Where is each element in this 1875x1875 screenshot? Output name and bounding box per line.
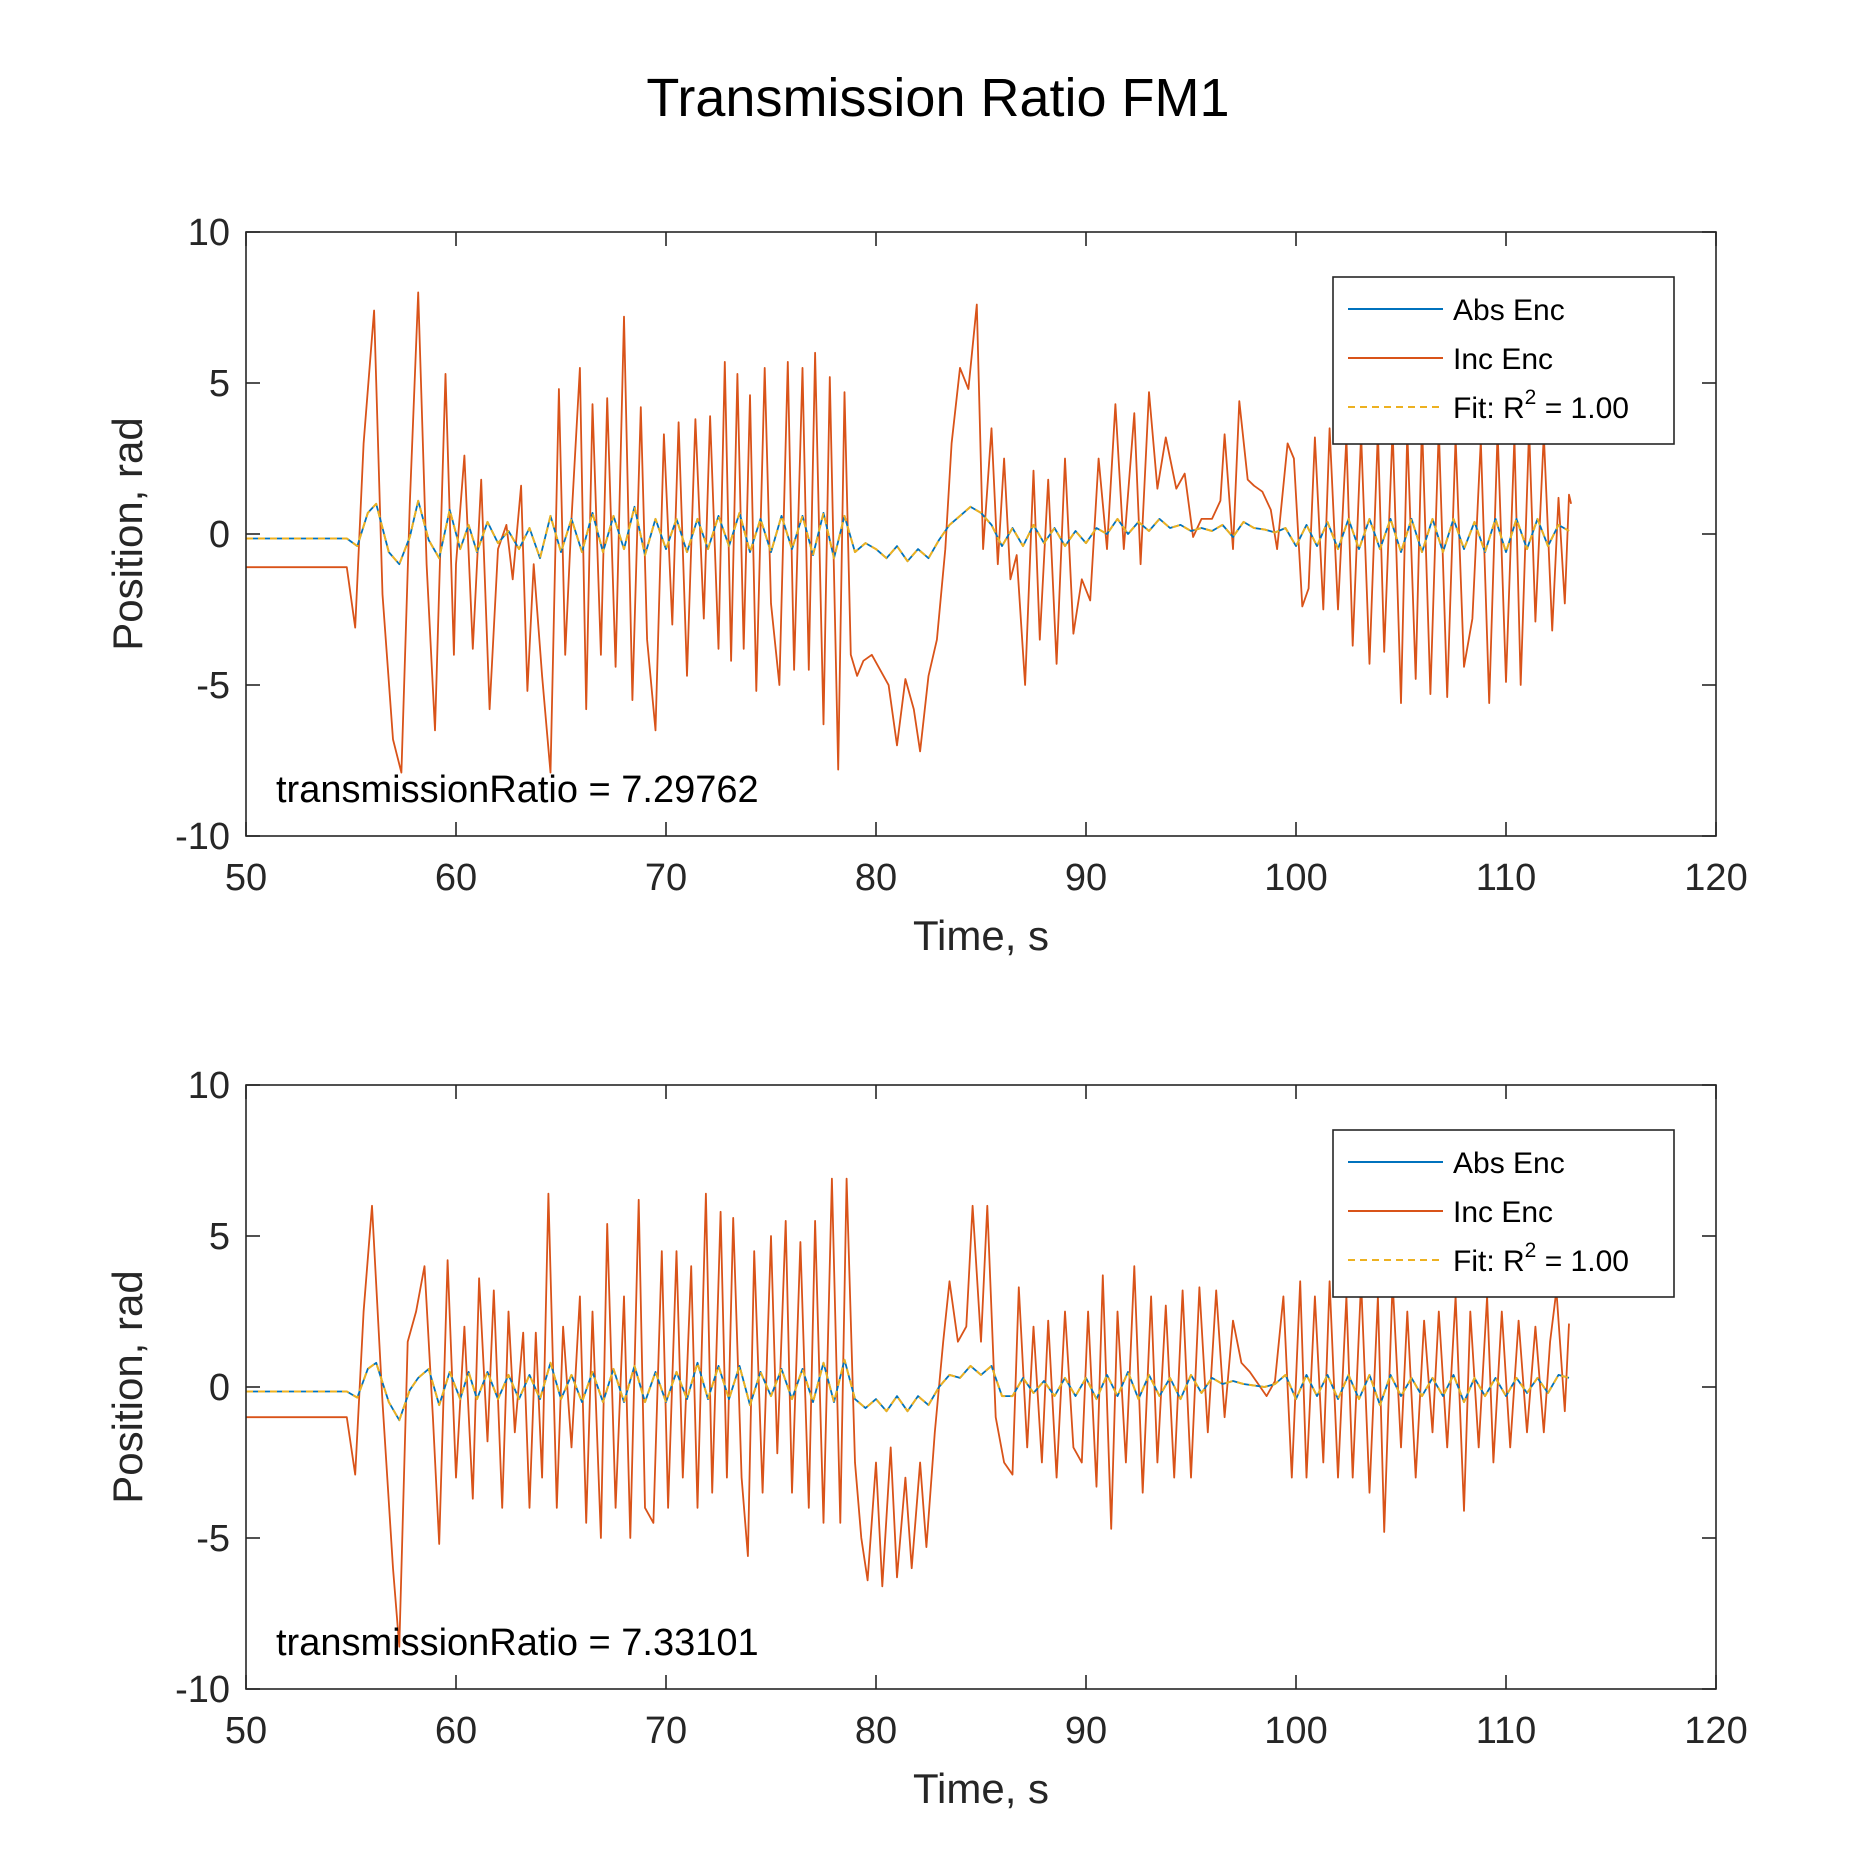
series-fit-line	[246, 1358, 1570, 1422]
x-tick-label: 100	[1264, 1710, 1327, 1752]
legend-entry: Inc Enc	[1453, 343, 1553, 376]
subplot-top: 50 60 70 80 90 100 110 120 -10 -5 0 5 10 Time, s Posit…	[104, 212, 1748, 959]
y-tick-label: 10	[188, 212, 230, 254]
x-tick-label: 120	[1684, 1710, 1747, 1752]
y-tick-label: -5	[196, 665, 230, 707]
y-tick-label: 10	[188, 1065, 230, 1107]
legend-entry: Fit: R2 = 1.00	[1453, 1239, 1629, 1278]
x-tick-label: 100	[1264, 857, 1327, 899]
series-inc-enc-line	[246, 291, 1572, 774]
transmission-ratio-annotation: transmissionRatio = 7.29762	[276, 769, 759, 811]
x-axis-label: Time, s	[913, 912, 1049, 959]
x-tick-label: 110	[1476, 1710, 1537, 1752]
legend-entry: Abs Enc	[1453, 294, 1565, 327]
y-axis-label: Position, rad	[104, 1270, 151, 1503]
legend-entry: Fit: R2 = 1.00	[1453, 386, 1629, 425]
y-tick-label: -5	[196, 1518, 230, 1560]
y-tick-label: 5	[209, 1216, 230, 1258]
x-tick-label: 60	[435, 857, 477, 899]
x-tick-label: 60	[435, 1710, 477, 1752]
x-tick-label: 110	[1476, 857, 1537, 899]
y-tick-label: 5	[209, 363, 230, 405]
x-tick-label: 80	[855, 1710, 897, 1752]
legend-entry: Abs Enc	[1453, 1147, 1565, 1180]
legend-box	[1332, 1129, 1675, 1298]
x-tick-label: 90	[1065, 1710, 1107, 1752]
y-tick-label: -10	[175, 816, 230, 858]
figure-title: Transmission Ratio FM1	[646, 68, 1229, 128]
x-tick-label: 90	[1065, 857, 1107, 899]
y-tick-label: 0	[209, 1367, 230, 1409]
y-axis-label: Position, rad	[104, 417, 151, 650]
x-tick-label: 70	[645, 857, 687, 899]
subplot-bottom: 50 60 70 80 90 100 110 120 -10 -5 0 5 10 Time, s Posit…	[104, 1065, 1748, 1812]
legend-box	[1332, 276, 1675, 445]
x-tick-label: 50	[225, 857, 267, 899]
transmission-ratio-annotation: transmissionRatio = 7.33101	[276, 1622, 759, 1664]
x-axis-label: Time, s	[913, 1765, 1049, 1812]
x-tick-label: 80	[855, 857, 897, 899]
x-tick-label: 70	[645, 1710, 687, 1752]
series-inc-enc-line	[246, 1177, 1570, 1648]
series-fit-line	[246, 499, 1570, 566]
legend-entry: Inc Enc	[1453, 1196, 1553, 1229]
x-tick-label: 120	[1684, 857, 1747, 899]
y-tick-label: -10	[175, 1669, 230, 1711]
x-tick-label: 50	[225, 1710, 267, 1752]
y-tick-label: 0	[209, 514, 230, 556]
